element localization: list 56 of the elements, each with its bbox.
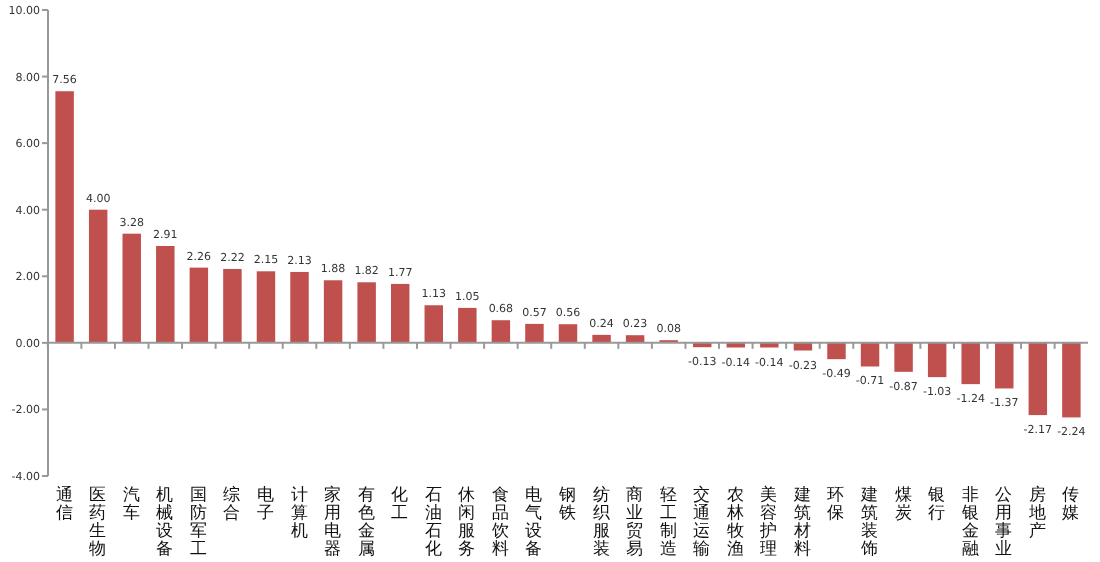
bar [122, 233, 141, 343]
x-tick-label: 银行 [926, 484, 947, 524]
bar [156, 246, 175, 343]
bar [357, 282, 376, 343]
bar [525, 323, 544, 343]
x-tick-label: 传媒 [1062, 484, 1081, 524]
bar [592, 334, 611, 343]
bar [290, 271, 309, 343]
bar [827, 342, 846, 360]
x-tick-label: 美容护理 [758, 484, 779, 560]
x-tick-label: 煤炭 [894, 484, 913, 524]
x-tick-label: 综合 [223, 484, 242, 524]
bar [223, 268, 242, 343]
x-tick-label: 环保 [827, 486, 846, 524]
x-tick-label: 国防军工 [189, 486, 208, 560]
x-tick-label: 建筑装饰 [859, 484, 880, 560]
bar [55, 91, 74, 343]
x-tick-label: 商业贸易 [626, 484, 645, 560]
x-tick-label: 建筑材料 [791, 484, 812, 560]
bar [458, 307, 477, 343]
bar [189, 267, 209, 343]
bar [323, 280, 343, 343]
bar [491, 320, 511, 343]
x-tick-label: 交通运输 [693, 484, 712, 560]
bar [88, 209, 108, 343]
bar [961, 342, 980, 385]
x-tick-label: 家用电器 [324, 484, 343, 560]
x-tick-label: 公用事业 [995, 484, 1014, 560]
x-tick-label: 房地产 [1026, 484, 1047, 542]
bar [860, 342, 880, 367]
bar [927, 342, 947, 378]
x-tick-label: 化工 [391, 484, 410, 524]
bar [894, 342, 913, 372]
x-tick-label: 农林牧渔 [724, 484, 745, 560]
x-tick-label: 非银金融 [959, 484, 980, 560]
bar [424, 305, 443, 343]
bar [256, 271, 276, 343]
x-tick-label: 食品饮料 [489, 484, 510, 560]
x-tick-label: 医药生物 [89, 484, 108, 560]
x-tick-label: 计算机 [290, 484, 309, 542]
x-tick-label: 电气设备 [525, 484, 544, 560]
x-tick-label: 机械设备 [156, 484, 175, 560]
x-tick-label: 汽车 [122, 484, 141, 524]
x-tick-label: 石油石化 [424, 486, 443, 560]
x-tick-label: 电子 [256, 484, 275, 524]
bar [995, 342, 1014, 389]
bar [1028, 342, 1048, 416]
x-tick-label: 钢铁 [557, 484, 577, 524]
x-tick-label: 轻工制造 [659, 484, 678, 560]
bar [390, 283, 410, 343]
bar [1062, 342, 1081, 418]
x-tick-label: 通信 [55, 484, 74, 524]
x-tick-label: 有色金属 [357, 484, 376, 560]
x-tick-label: 纺织服装 [592, 484, 611, 560]
x-tick-label: 休闲服务 [458, 484, 477, 560]
bar [558, 324, 578, 343]
